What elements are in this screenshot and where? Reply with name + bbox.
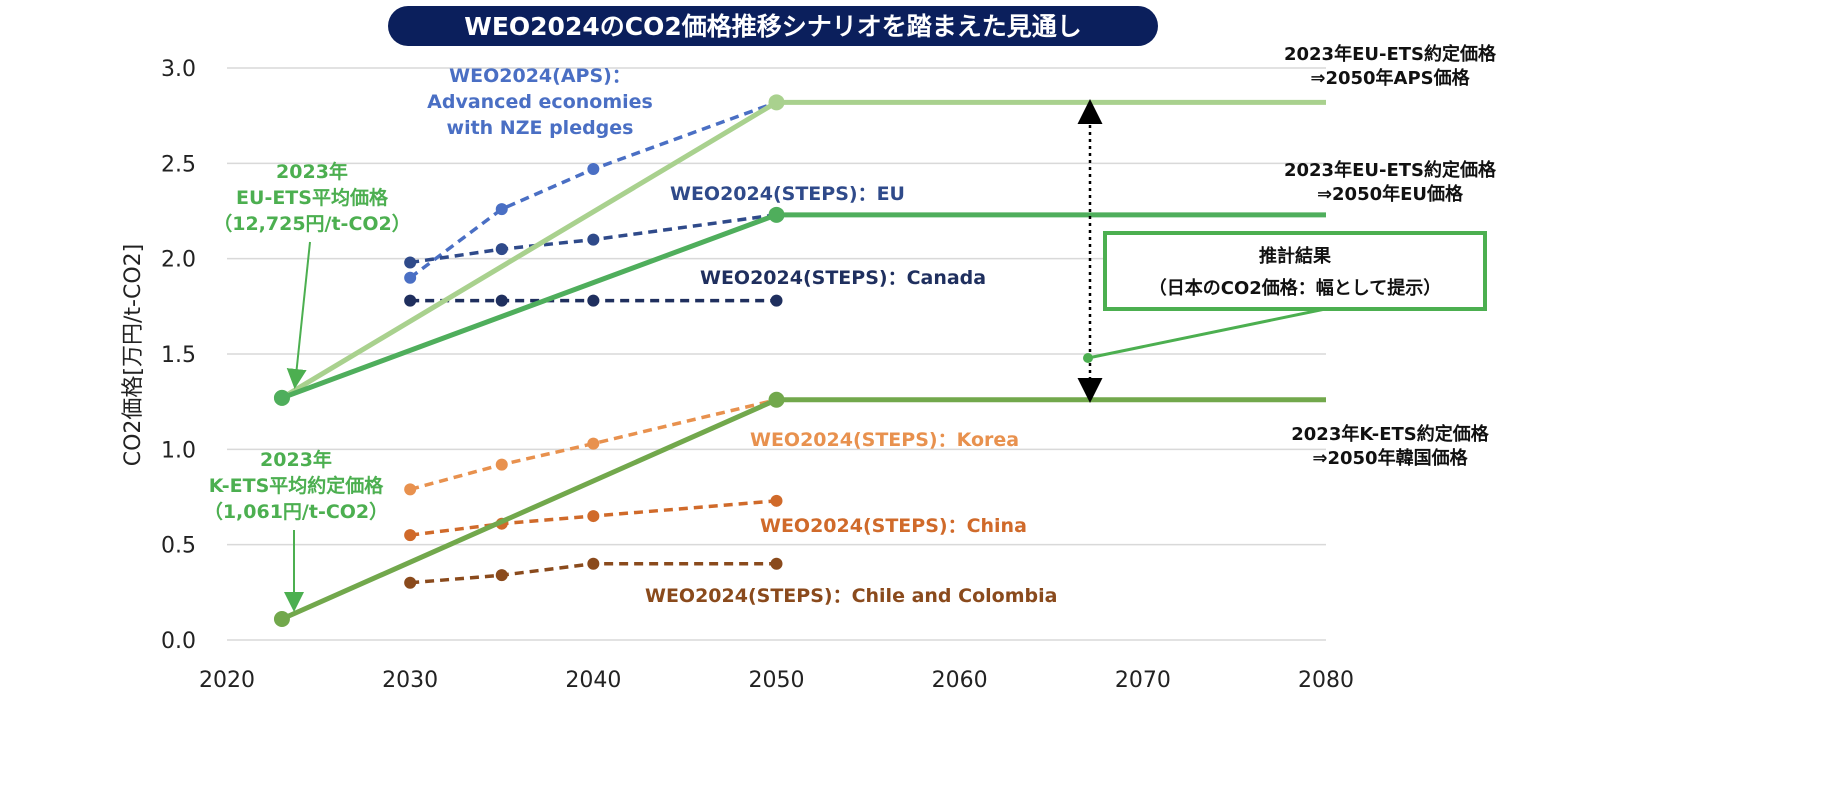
right-korea-line: 2023年K-ETS約定価格 <box>1291 423 1489 445</box>
y-tick-label: 1.5 <box>161 343 196 368</box>
x-tick-label: 2050 <box>749 668 805 693</box>
data-point <box>495 458 508 471</box>
y-tick-label: 3.0 <box>161 57 196 82</box>
data-point <box>495 203 508 216</box>
x-tick-label: 2080 <box>1298 668 1354 693</box>
data-point <box>587 163 600 176</box>
y-tick-label: 2.0 <box>161 248 196 273</box>
eu-ets-callout: 2023年 EU-ETS平均価格 （12,725円/t-CO2） <box>213 160 411 235</box>
data-point <box>495 243 508 256</box>
right-eu-label: 2023年EU-ETS約定価格 ⇒2050年EU価格 <box>1284 159 1497 205</box>
data-point <box>587 437 600 450</box>
data-point <box>404 483 417 496</box>
y-tick-label: 1.0 <box>161 438 196 463</box>
data-point <box>770 494 783 507</box>
data-point <box>495 294 508 307</box>
x-tick-label: 2060 <box>932 668 988 693</box>
data-point <box>768 94 785 111</box>
x-tick-label: 2030 <box>382 668 438 693</box>
result-connector-point <box>1083 353 1093 363</box>
y-tick-label: 0.5 <box>161 534 196 559</box>
data-point <box>587 557 600 570</box>
data-point <box>495 569 508 582</box>
data-point <box>770 557 783 570</box>
chile-label: WEO2024(STEPS)：Chile and Colombia <box>645 585 1057 607</box>
right-aps-label: 2023年EU-ETS約定価格 ⇒2050年APS価格 <box>1284 43 1497 89</box>
series <box>273 94 1326 628</box>
right-aps-line: ⇒2050年APS価格 <box>1310 67 1470 89</box>
series-line <box>409 499 777 537</box>
korea-label: WEO2024(STEPS)：Korea <box>750 429 1019 451</box>
result-box <box>1103 231 1487 311</box>
series-8 <box>273 391 1326 628</box>
k-ets-line: K-ETS平均約定価格 <box>209 474 385 497</box>
y-ticks: 0.0 0.5 1.0 1.5 2.0 2.5 3.0 <box>161 57 196 654</box>
eu-ets-arrow <box>286 241 311 389</box>
y-axis-label: CO2価格[万円/t-CO2] <box>121 244 146 467</box>
result-box-title: 推計結果 <box>1259 245 1332 267</box>
aps-label-line: with NZE pledges <box>447 117 634 139</box>
k-ets-callout: 2023年 K-ETS平均約定価格 （1,061円/t-CO2） <box>204 448 388 523</box>
eu-ets-line: （12,725円/t-CO2） <box>213 212 411 235</box>
series-7 <box>273 206 1326 406</box>
china-label: WEO2024(STEPS)：China <box>760 515 1027 537</box>
k-ets-line: （1,061円/t-CO2） <box>204 500 388 523</box>
right-eu-line: ⇒2050年EU価格 <box>1317 183 1464 205</box>
data-point <box>404 271 417 284</box>
data-point <box>587 233 600 246</box>
eu-ets-line: 2023年 <box>276 160 348 183</box>
right-korea-line: ⇒2050年韓国価格 <box>1312 447 1468 469</box>
data-point <box>273 611 290 628</box>
data-point <box>768 391 785 408</box>
x-tick-label: 2020 <box>199 668 255 693</box>
series-line <box>409 213 777 265</box>
y-tick-label: 2.5 <box>161 152 196 177</box>
series-5 <box>404 557 783 589</box>
data-point <box>770 294 783 307</box>
data-point <box>587 510 600 523</box>
data-point <box>768 206 785 223</box>
right-aps-line: 2023年EU-ETS約定価格 <box>1284 43 1497 65</box>
right-korea-label: 2023年K-ETS約定価格 ⇒2050年韓国価格 <box>1291 423 1489 469</box>
aps-label-line: WEO2024(APS)： <box>449 65 631 87</box>
x-ticks: 2020 2030 2040 2050 2060 2070 2080 <box>199 668 1354 693</box>
eu-ets-line: EU-ETS平均価格 <box>236 186 389 209</box>
data-point <box>404 256 417 269</box>
x-tick-label: 2040 <box>565 668 621 693</box>
result-connector <box>1087 306 1331 360</box>
result-box-subtitle: （日本のCO2価格：幅として提示） <box>1149 277 1442 299</box>
aps-label-line: Advanced economies <box>427 91 653 113</box>
chart-title: WEO2024のCO2価格推移シナリオを踏まえた見通し <box>464 12 1081 41</box>
data-point <box>404 529 417 542</box>
title-background <box>388 6 1158 46</box>
series-line <box>409 398 777 492</box>
series-4 <box>404 494 783 542</box>
canada-label: WEO2024(STEPS)：Canada <box>700 267 986 289</box>
data-point <box>404 576 417 589</box>
data-point <box>273 389 290 406</box>
x-tick-label: 2070 <box>1115 668 1171 693</box>
right-eu-line: 2023年EU-ETS約定価格 <box>1284 159 1497 181</box>
data-point <box>404 294 417 307</box>
eu-label: WEO2024(STEPS)：EU <box>670 183 905 205</box>
y-tick-label: 0.0 <box>161 629 196 654</box>
grid <box>227 67 1326 641</box>
series-2 <box>404 294 783 307</box>
data-point <box>587 294 600 307</box>
k-ets-line: 2023年 <box>260 448 332 471</box>
aps-label: WEO2024(APS)： Advanced economies with NZ… <box>427 65 653 139</box>
series-line <box>410 561 777 585</box>
